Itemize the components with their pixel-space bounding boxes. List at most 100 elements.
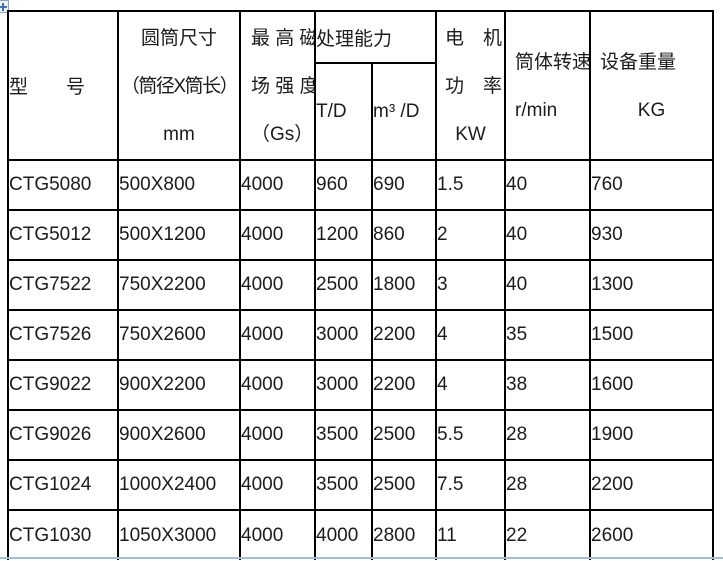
cell-rpm: 40	[504, 209, 592, 261]
table-row: CTG9026 900X2600 4000 3500 2500 5.5 28 1…	[7, 409, 715, 461]
cell-size: 1000X2400	[117, 459, 241, 511]
header-motor-line1: 电 机	[445, 28, 503, 49]
header-field-line3: （Gs）	[251, 124, 314, 145]
cell-gauss: 4000	[239, 509, 316, 560]
cell-td: 2500	[314, 259, 373, 311]
header-field-line1: 最 高 磁	[251, 28, 315, 49]
cell-rpm: 28	[504, 409, 592, 461]
cell-m3d: 860	[370, 209, 438, 261]
page-bottom-boundary-line	[0, 557, 723, 559]
header-cylinder-line1: 圆筒尺寸	[140, 28, 217, 49]
cell-kw: 4	[435, 359, 507, 411]
cell-model: CTG5012	[7, 209, 119, 261]
cell-kg: 2200	[589, 459, 715, 511]
cell-td: 3000	[314, 309, 373, 361]
header-model: 型 号	[7, 10, 119, 161]
header-cylinder-size: 圆筒尺寸 （筒径X筒长） mm	[117, 10, 241, 161]
cell-m3d: 2500	[370, 459, 438, 511]
cell-model: CTG5080	[7, 159, 119, 211]
cell-rpm: 35	[504, 309, 592, 361]
table-row: CTG9022 900X2200 4000 3000 2200 4 38 160…	[7, 359, 715, 411]
cell-gauss: 4000	[239, 159, 316, 211]
cell-td: 1200	[314, 209, 373, 261]
cell-size: 500X800	[117, 159, 241, 211]
header-row-2: T/D m³ /D	[8, 62, 713, 161]
header-equipment-weight: 设备重量 KG	[589, 10, 715, 161]
cell-kw: 4	[435, 309, 507, 361]
cell-m3d: 2500	[370, 409, 438, 461]
cell-m3d: 2200	[370, 359, 438, 411]
table-row: CTG1024 1000X2400 4000 3500 2500 7.5 28 …	[7, 459, 715, 511]
cell-kg: 1300	[589, 259, 715, 311]
cell-td: 3500	[314, 459, 373, 511]
header-cylinder-line3: mm	[163, 124, 195, 145]
cell-kw: 5.5	[435, 409, 507, 461]
cell-kg: 1500	[589, 309, 715, 361]
table-row: CTG5080 500X800 4000 960 690 1.5 40 760	[7, 159, 715, 211]
cell-kw: 7.5	[435, 459, 507, 511]
header-model-label: 型 号	[9, 77, 86, 98]
header-motor-power: 电 机 功 率 KW	[435, 10, 507, 161]
cell-rpm: 40	[504, 259, 592, 311]
header-motor-line3: KW	[455, 124, 486, 145]
header-capacity-m3d: m³ /D	[370, 62, 438, 161]
header-cylinder-line2: （筒径X筒长）	[120, 76, 238, 97]
cell-gauss: 4000	[239, 209, 316, 261]
cell-kw: 3	[435, 259, 507, 311]
cell-size: 500X1200	[117, 209, 241, 261]
header-row-1: 型 号 圆筒尺寸 （筒径X筒长） mm 最 高 磁 场 强 度 （Gs） 处理能…	[7, 9, 715, 161]
cell-gauss: 4000	[239, 459, 316, 511]
cell-rpm: 28	[504, 459, 592, 511]
cell-size: 900X2200	[117, 359, 241, 411]
cell-size: 750X2200	[117, 259, 241, 311]
header-field-strength: 最 高 磁 场 强 度 （Gs）	[239, 10, 316, 161]
cell-gauss: 4000	[239, 259, 316, 311]
cell-rpm: 22	[504, 509, 592, 560]
cell-kg: 930	[589, 209, 715, 261]
cell-rpm: 38	[504, 359, 592, 411]
header-weight-line2: KG	[637, 100, 666, 121]
table-row: CTG5012 500X1200 4000 1200 860 2 40 930	[7, 209, 715, 261]
header-capacity: 处理能力	[313, 9, 438, 65]
cell-kg: 2600	[589, 509, 715, 560]
table-row: CTG7522 750X2200 4000 2500 1800 3 40 130…	[7, 259, 715, 311]
cell-td: 4000	[314, 509, 373, 560]
cell-m3d: 1800	[370, 259, 438, 311]
cell-gauss: 4000	[239, 309, 316, 361]
cell-model: CTG1030	[7, 509, 119, 560]
header-drum-speed: 筒体转速 r/min	[504, 10, 592, 161]
table-row: CTG1030 1050X3000 4000 4000 2800 11 22 2…	[7, 509, 715, 560]
cell-td: 3500	[314, 409, 373, 461]
cell-td: 960	[314, 159, 373, 211]
cell-kw: 2	[435, 209, 507, 261]
spec-table: 型 号 圆筒尺寸 （筒径X筒长） mm 最 高 磁 场 强 度 （Gs） 处理能…	[7, 9, 715, 560]
cell-gauss: 4000	[239, 359, 316, 411]
cell-model: CTG1024	[7, 459, 119, 511]
cell-m3d: 2200	[370, 309, 438, 361]
cell-kg: 1900	[589, 409, 715, 461]
header-speed-line1: 筒体转速	[515, 52, 591, 73]
cell-m3d: 690	[370, 159, 438, 211]
cell-kg: 760	[589, 159, 715, 211]
table-move-handle-icon[interactable]	[0, 0, 9, 13]
header-weight-line1: 设备重量	[600, 52, 677, 73]
cell-td: 3000	[314, 359, 373, 411]
cell-kg: 1600	[589, 359, 715, 411]
header-capacity-label: 处理能力	[316, 28, 393, 50]
header-speed-line2: r/min	[515, 100, 558, 121]
cell-kw: 11	[435, 509, 507, 560]
header-motor-line2: 功 率	[445, 76, 503, 97]
cell-gauss: 4000	[239, 409, 316, 461]
cell-model: CTG7522	[7, 259, 119, 311]
cell-rpm: 40	[504, 159, 592, 211]
cell-size: 900X2600	[117, 409, 241, 461]
cell-kw: 1.5	[435, 159, 507, 211]
cell-model: CTG7526	[7, 309, 119, 361]
table-row: CTG7526 750X2600 4000 3000 2200 4 35 150…	[7, 309, 715, 361]
header-field-line2: 场 强 度	[251, 76, 315, 97]
cell-size: 750X2600	[117, 309, 241, 361]
header-capacity-td: T/D	[314, 62, 373, 161]
cell-model: CTG9022	[7, 359, 119, 411]
cell-model: CTG9026	[7, 409, 119, 461]
